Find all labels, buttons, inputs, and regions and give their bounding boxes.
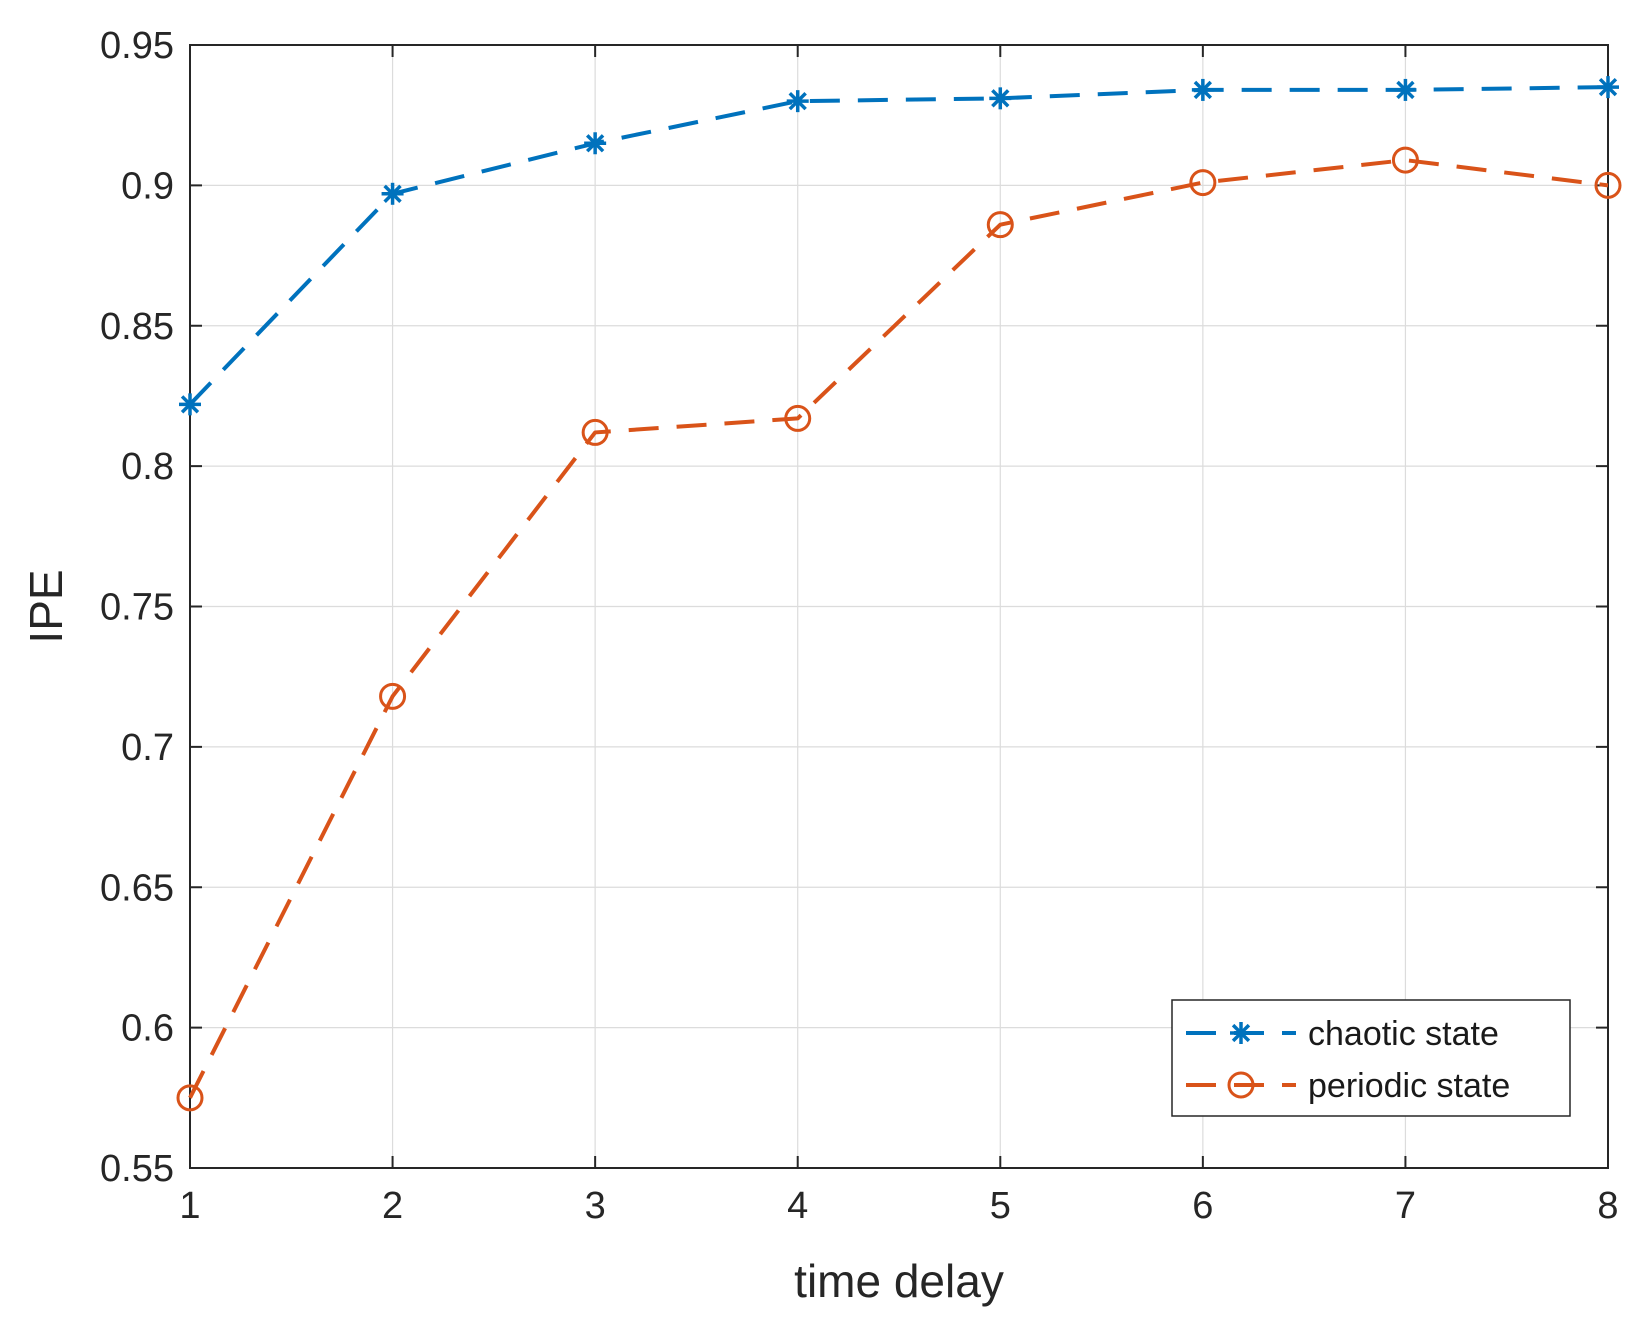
y-tick-label: 0.65 xyxy=(100,867,174,909)
x-tick-label: 2 xyxy=(382,1185,403,1227)
data-point-periodic xyxy=(1594,171,1622,199)
grid-lines xyxy=(190,45,1608,1168)
legend-entry-chaotic: chaotic state xyxy=(1186,1015,1499,1053)
asterisk-stroke xyxy=(180,395,200,414)
legend-marker xyxy=(1227,1071,1255,1099)
asterisk-stroke xyxy=(788,91,807,111)
x-tick-label: 4 xyxy=(787,1185,808,1227)
legend-marker xyxy=(1230,1022,1252,1044)
data-point-periodic xyxy=(986,211,1014,239)
x-axis-label: time delay xyxy=(794,1255,1004,1307)
y-tick-label: 0.9 xyxy=(121,165,174,207)
series-layer xyxy=(176,76,1622,1112)
data-point-chaotic xyxy=(1597,76,1619,99)
x-tick-label: 8 xyxy=(1597,1185,1618,1227)
asterisk-stroke xyxy=(383,184,402,203)
axis-ticks xyxy=(189,44,1609,1169)
y-tick-label: 0.75 xyxy=(100,587,174,629)
x-tick-label: 7 xyxy=(1395,1185,1416,1227)
data-point-chaotic xyxy=(1394,78,1417,101)
data-point-chaotic xyxy=(584,132,607,155)
legend-sample-chaotic xyxy=(1186,1022,1296,1044)
data-point-periodic xyxy=(784,404,812,432)
y-tick-label: 0.6 xyxy=(121,1008,174,1050)
y-tick-label: 0.7 xyxy=(121,727,174,769)
data-point-chaotic xyxy=(179,393,201,416)
data-point-chaotic xyxy=(1191,78,1214,101)
data-point-periodic xyxy=(1391,146,1419,174)
asterisk-stroke xyxy=(1193,80,1213,100)
data-point-periodic xyxy=(581,418,609,446)
y-axis-label: IPE xyxy=(20,569,72,643)
y-tick-label: 0.95 xyxy=(100,25,174,67)
data-point-periodic xyxy=(176,1084,204,1112)
legend-sample-periodic xyxy=(1186,1071,1296,1099)
data-point-periodic xyxy=(379,682,407,710)
x-tick-label: 6 xyxy=(1192,1185,1213,1227)
asterisk-stroke xyxy=(1231,1023,1251,1043)
asterisk-stroke xyxy=(1598,77,1618,97)
asterisk-stroke xyxy=(991,89,1010,108)
x-tick-label: 5 xyxy=(990,1185,1011,1227)
legend-entry-periodic: periodic state xyxy=(1186,1067,1510,1105)
asterisk-stroke xyxy=(585,134,605,153)
y-tick-label: 0.55 xyxy=(100,1148,174,1190)
series-chaotic xyxy=(179,76,1619,416)
series-periodic xyxy=(176,146,1622,1112)
legend-label-chaotic: chaotic state xyxy=(1308,1015,1499,1053)
y-tick-label: 0.85 xyxy=(100,306,174,348)
chart-legend: chaotic state periodic state xyxy=(1171,999,1571,1117)
y-tick-label: 0.8 xyxy=(121,446,174,488)
x-axis-tick-labels: 1 2 3 4 5 6 7 8 xyxy=(179,1185,1618,1227)
data-point-chaotic xyxy=(786,90,809,113)
data-point-chaotic xyxy=(989,87,1012,110)
x-tick-label: 3 xyxy=(585,1185,606,1227)
y-axis-tick-labels: 0.55 0.6 0.65 0.7 0.75 0.8 0.85 0.9 0.95 xyxy=(100,25,174,1190)
legend-label-periodic: periodic state xyxy=(1308,1067,1510,1105)
asterisk-stroke xyxy=(1396,80,1415,100)
series-line-periodic xyxy=(188,158,1609,1099)
data-point-chaotic xyxy=(381,182,404,205)
x-tick-label: 1 xyxy=(179,1185,200,1227)
data-point-periodic xyxy=(1189,169,1217,197)
